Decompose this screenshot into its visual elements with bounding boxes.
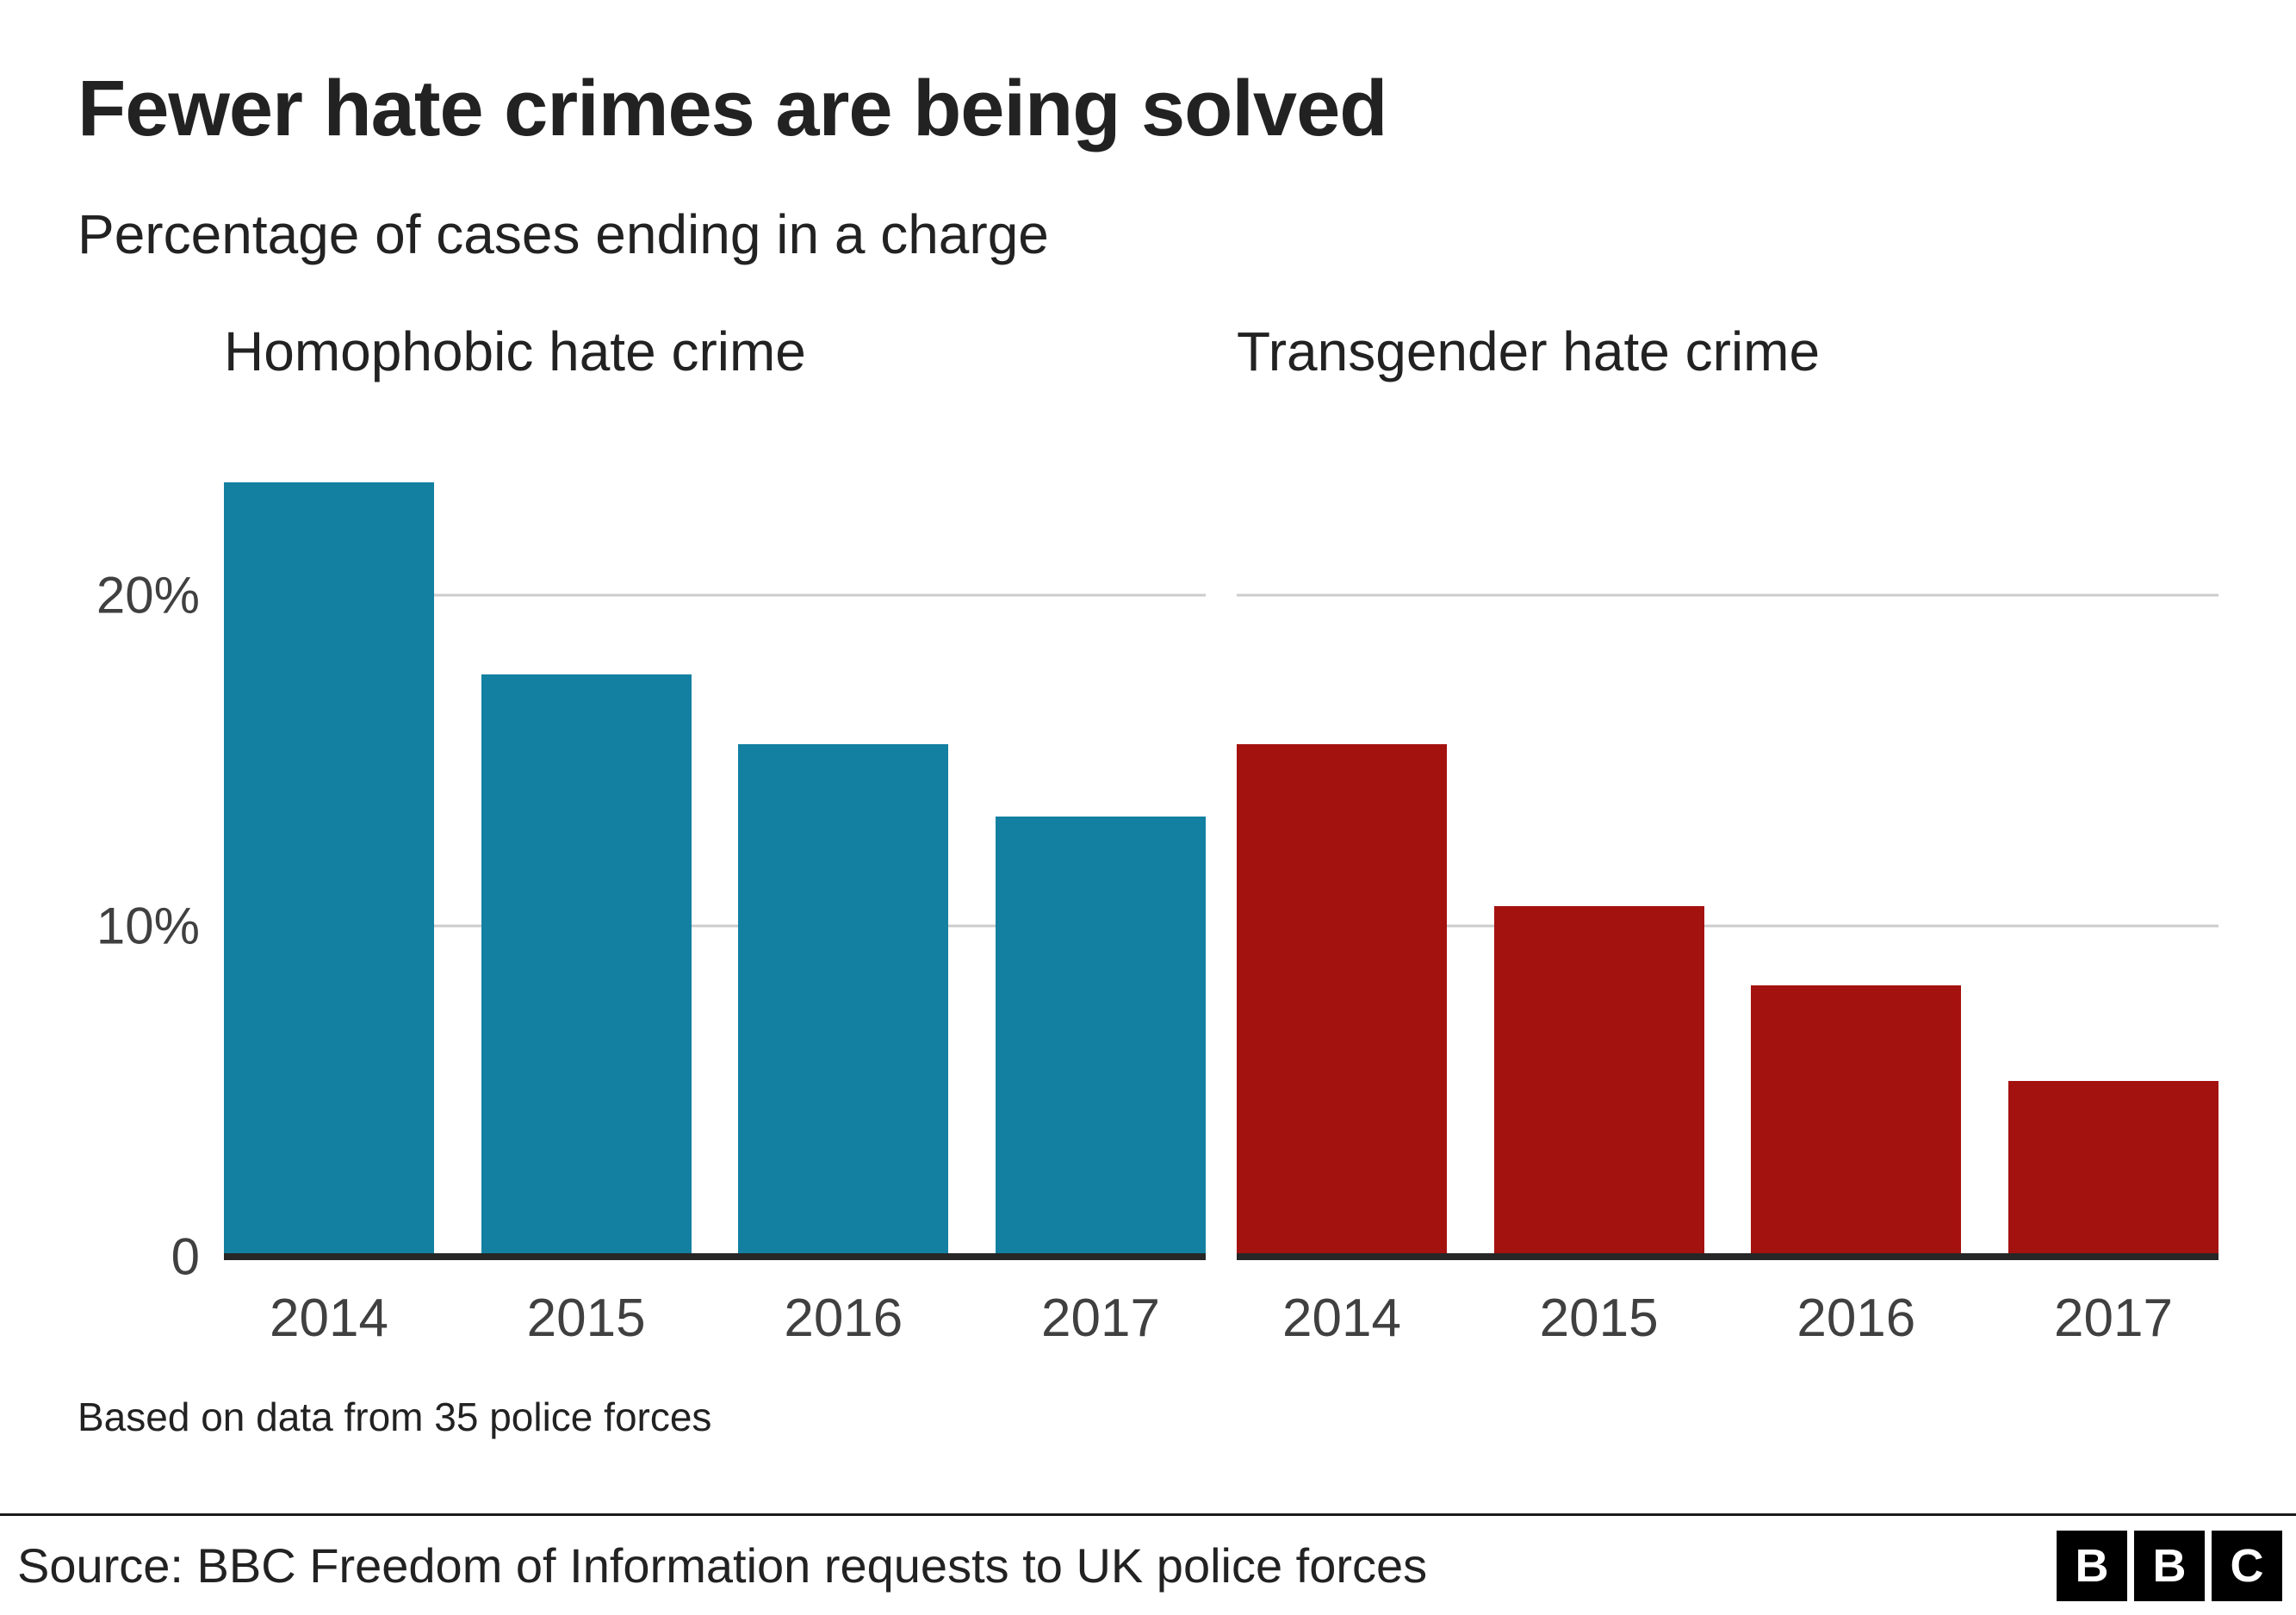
- y-tick-label: 20%: [96, 566, 200, 624]
- bar-2016: [738, 743, 949, 1257]
- x-axis-baseline: [1237, 1253, 2218, 1260]
- y-tick-label: 0: [171, 1227, 200, 1286]
- chart-title: Transgender hate crime: [1237, 320, 1821, 382]
- bars-group: [1237, 430, 2218, 1257]
- bar-2014: [1237, 743, 1447, 1257]
- x-axis-labels: 2014 2015 2016 2017: [1237, 1288, 2218, 1349]
- bar-2017: [996, 817, 1206, 1257]
- gridline-20%: [224, 593, 1206, 597]
- footnote: Based on data from 35 police forces: [78, 1394, 712, 1439]
- x-tick-label: 2015: [526, 1289, 646, 1348]
- page-title: Fewer hate crimes are being solved: [78, 65, 1387, 152]
- x-axis-baseline: [224, 1253, 1206, 1260]
- y-tick-label: 10%: [96, 897, 200, 955]
- charts-row: 0 10% 20% Homophobic hate crime 2014 2015 20…: [78, 320, 2218, 1349]
- gridline-20%: [1237, 593, 2218, 597]
- x-tick-label: 2017: [2054, 1289, 2173, 1348]
- gridline-10%: [224, 924, 1206, 928]
- source-text: Source: BBC Freedom of Information reque…: [17, 1538, 1428, 1593]
- y-axis: 0 10% 20%: [78, 320, 224, 1349]
- y-axis-labels: 0 10% 20%: [78, 430, 224, 1286]
- page-subtitle: Percentage of cases ending in a charge: [78, 203, 1049, 265]
- y-axis-spacer: [78, 320, 224, 430]
- gridline-10%: [1237, 924, 2218, 928]
- bar-2016: [1751, 985, 1962, 1257]
- x-tick-label: 2014: [1282, 1289, 1401, 1348]
- plot-area: [224, 430, 1206, 1260]
- bar-2015: [481, 674, 692, 1257]
- x-tick-label: 2016: [784, 1289, 903, 1348]
- x-tick-label: 2016: [1796, 1289, 1916, 1348]
- source-footer: Source: BBC Freedom of Information reque…: [0, 1513, 2296, 1615]
- chart-title: Homophobic hate crime: [224, 320, 806, 382]
- plot-area: [1237, 430, 2218, 1260]
- bar-2017: [2008, 1081, 2218, 1257]
- bbc-logo-letter: C: [2212, 1530, 2282, 1601]
- x-axis-labels: 2014 2015 2016 2017: [224, 1288, 1206, 1349]
- bar-2015: [1493, 905, 1704, 1257]
- bbc-logo-letter: B: [2057, 1530, 2127, 1601]
- chart-panel-homophobic: Homophobic hate crime 2014 2015 2016 2017: [224, 320, 1206, 1349]
- x-tick-label: 2014: [270, 1289, 388, 1348]
- bar-2014: [224, 482, 434, 1257]
- x-tick-label: 2017: [1041, 1289, 1160, 1348]
- bbc-logo: B B C: [2057, 1530, 2282, 1601]
- bbc-logo-letter: B: [2134, 1530, 2205, 1601]
- bars-group: [224, 430, 1206, 1257]
- chart-figure: Fewer hate crimes are being solved Perce…: [78, 65, 2218, 1439]
- chart-panel-transgender: Transgender hate crime 2014 2015 2016 2017: [1237, 320, 2218, 1349]
- x-tick-label: 2015: [1539, 1289, 1659, 1348]
